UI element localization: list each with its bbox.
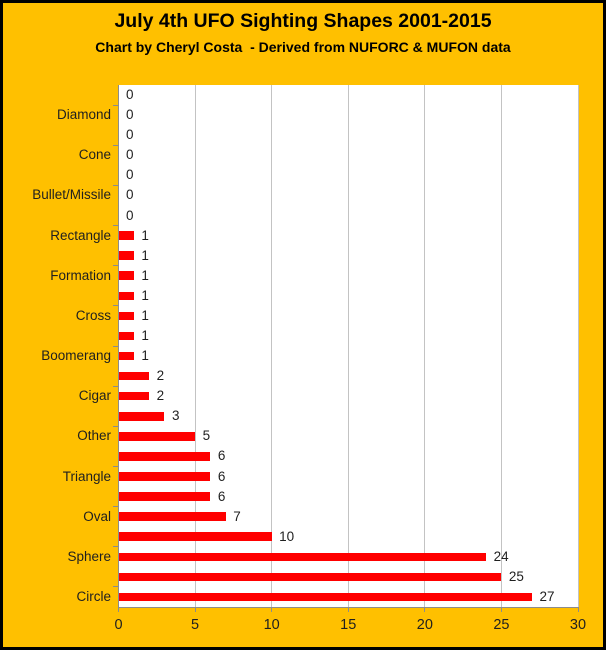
y-tick-mark	[113, 265, 118, 267]
x-tick-mark	[577, 608, 579, 612]
y-tick-mark	[113, 465, 118, 467]
category-label: Circle	[76, 588, 111, 604]
x-tick-label: 15	[340, 617, 357, 633]
bar-value-label: 0	[126, 107, 134, 123]
bar-value-label: 2	[156, 368, 165, 384]
x-tick-mark	[118, 608, 119, 612]
category-label: Formation	[50, 267, 111, 283]
x-tick-label: 0	[114, 617, 123, 633]
bar-value-label: 0	[126, 87, 134, 103]
bar	[118, 271, 134, 280]
bar	[118, 472, 211, 481]
bar-value-label: 6	[217, 448, 226, 464]
chart-subtitle: Chart by Cheryl Costa - Derived from NUF…	[95, 39, 511, 55]
bar-value-label: 2	[156, 388, 165, 404]
category-axis-line	[117, 85, 119, 608]
x-tick-mark	[500, 608, 502, 612]
gridline	[194, 85, 196, 607]
x-tick-mark	[271, 608, 273, 612]
bar-value-label: 1	[141, 227, 149, 243]
bar-value-label: 24	[493, 548, 509, 564]
bar-value-label: 0	[126, 187, 134, 203]
y-tick-mark	[113, 546, 118, 548]
x-tick-label: 30	[569, 617, 587, 633]
gridline	[500, 85, 502, 607]
y-tick-mark	[113, 506, 118, 508]
chart-title: July 4th UFO Sighting Shapes 2001-2015	[114, 10, 492, 32]
bar-value-label: 1	[141, 287, 149, 303]
bar	[118, 572, 502, 582]
bar	[118, 412, 165, 421]
y-tick-mark	[113, 305, 118, 307]
bar-value-label: 1	[141, 247, 149, 263]
bar-value-label: 7	[233, 508, 241, 524]
bar-value-label: 6	[217, 488, 226, 504]
y-tick-mark	[113, 586, 118, 588]
bar	[118, 331, 134, 341]
x-tick-label: 10	[263, 617, 280, 633]
y-tick-mark	[113, 425, 118, 427]
category-label: Sphere	[67, 548, 111, 564]
category-label: Cross	[75, 307, 111, 323]
bar	[118, 532, 272, 541]
bar-value-label: 1	[141, 267, 149, 283]
gridline	[271, 85, 273, 607]
category-label: Other	[77, 428, 111, 444]
bar-value-label: 10	[279, 528, 295, 544]
plot-area: 0 0 0 0 0 0 0 1 1 1 1 1 1 1 2 2 3 5 6 6 6 7 10 24 25 27	[118, 85, 579, 607]
bar-value-label: 5	[202, 428, 211, 444]
category-label: Cigar	[78, 388, 111, 404]
bar-value-label: 0	[126, 147, 134, 163]
x-tick-mark	[194, 608, 196, 612]
bar	[118, 592, 533, 602]
y-tick-mark	[113, 104, 118, 106]
bar	[118, 351, 134, 361]
bar-value-label: 3	[171, 408, 180, 424]
bar	[118, 231, 134, 240]
bar-value-label: 1	[141, 348, 149, 364]
gridline	[424, 85, 426, 607]
y-tick-mark	[113, 225, 118, 227]
bar-value-label: 6	[217, 468, 226, 484]
bar-value-label: 0	[126, 207, 134, 223]
y-tick-mark	[113, 345, 118, 347]
category-label: Oval	[83, 508, 111, 524]
bar-value-label: 27	[539, 588, 555, 604]
category-label: Boomerang	[41, 348, 111, 364]
bar	[118, 492, 211, 501]
bar	[118, 251, 134, 260]
y-tick-mark	[113, 184, 118, 186]
gridline	[347, 85, 349, 607]
bar-value-label: 1	[141, 327, 149, 343]
category-label: Cone	[78, 147, 111, 163]
x-tick-label: 20	[416, 617, 433, 633]
bar	[118, 432, 196, 441]
bar-value-label: 0	[126, 127, 134, 143]
gridline	[577, 85, 579, 607]
bar	[118, 452, 211, 461]
category-label: Diamond	[56, 107, 111, 123]
bar-value-label: 0	[126, 167, 134, 183]
category-label: Rectangle	[50, 227, 111, 243]
bar	[118, 371, 150, 381]
bar	[118, 311, 134, 321]
category-label: Triangle	[62, 468, 111, 484]
category-axis-labels: Diamond Cone Bullet/Missile Rectangle Format…	[0, 85, 111, 607]
y-tick-mark	[113, 144, 118, 146]
bar-value-label: 1	[141, 307, 149, 323]
x-tick-mark	[424, 608, 426, 612]
bar	[118, 512, 226, 521]
bar	[118, 291, 134, 301]
value-axis-line	[117, 607, 579, 609]
x-tick-mark	[347, 608, 349, 612]
x-tick-label: 25	[493, 617, 510, 633]
bar-value-label: 25	[508, 568, 524, 584]
y-tick-mark	[113, 385, 118, 387]
bar	[118, 391, 150, 401]
x-tick-label: 5	[191, 617, 200, 633]
bar	[118, 552, 487, 562]
category-label: Bullet/Missile	[32, 187, 111, 203]
